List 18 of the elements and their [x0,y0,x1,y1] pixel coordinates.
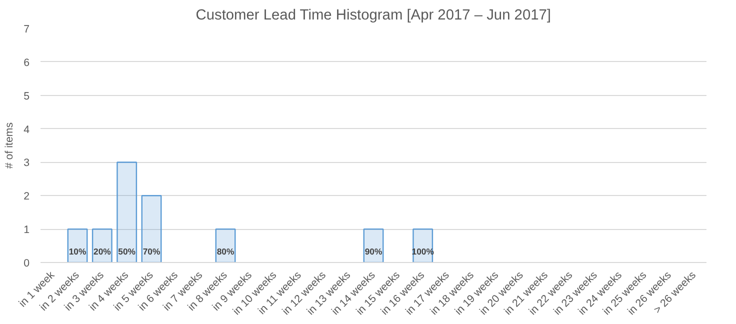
y-tick-label: 6 [24,56,30,69]
bar [141,195,162,262]
y-tick-label: 1 [24,224,30,236]
y-tick-label: 4 [24,124,30,136]
y-tick-label: 2 [24,190,30,203]
annotation: 10% [68,246,86,256]
annotation: 80% [216,246,234,256]
y-axis-title: # of items [4,122,16,169]
y-tick-label: 7 [24,24,30,36]
annotation: 50% [118,246,136,256]
chart-title: Customer Lead Time Histogram [Apr 2017 – Jun 2017] [196,8,551,24]
annotation: 20% [94,246,112,256]
bar [116,162,138,262]
y-tick-label: 0 [24,258,30,270]
annotation: 90% [364,246,382,256]
y-tick-label: 3 [24,157,30,170]
y-tick-label: 5 [24,90,30,102]
annotation: 70% [142,246,160,256]
